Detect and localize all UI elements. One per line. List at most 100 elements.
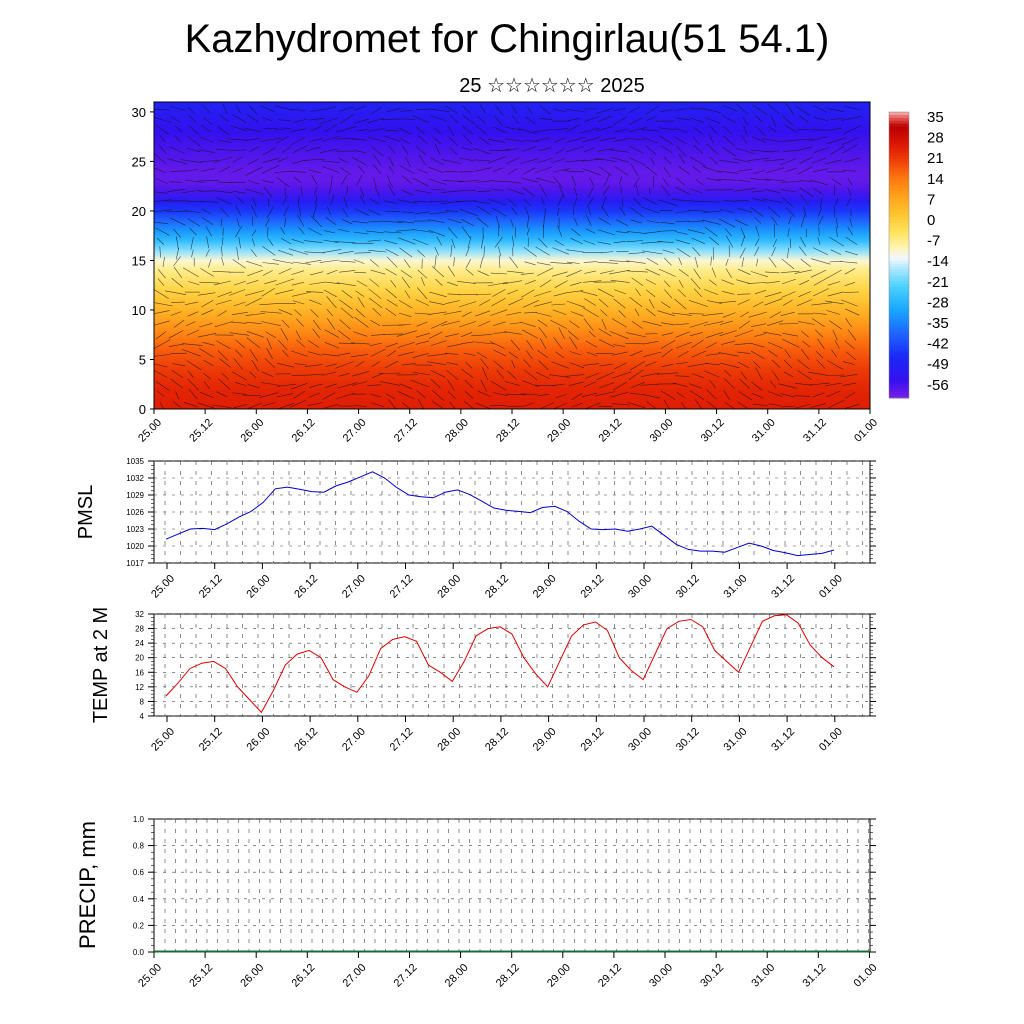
colorbar-step bbox=[889, 333, 909, 338]
wind-vector bbox=[690, 117, 704, 123]
wind-vector bbox=[367, 239, 382, 242]
colorbar-step bbox=[889, 278, 909, 282]
wind-vector bbox=[540, 196, 545, 206]
wind-vector bbox=[687, 229, 705, 234]
wind-vector bbox=[674, 136, 687, 145]
wind-vector bbox=[829, 145, 845, 155]
wind-vector bbox=[504, 381, 520, 386]
wind-vector bbox=[186, 329, 200, 336]
wind-vector bbox=[169, 105, 185, 111]
colorbar-step bbox=[889, 126, 909, 130]
wind-vector bbox=[427, 219, 445, 223]
wind-vector bbox=[569, 336, 578, 349]
wind-vector bbox=[778, 383, 798, 389]
wind-vector bbox=[693, 268, 701, 280]
wind-vector bbox=[533, 129, 554, 133]
wind-vector bbox=[488, 139, 506, 143]
colorbar-label: -21 bbox=[927, 274, 949, 291]
wind-vector bbox=[230, 125, 248, 132]
wind-vector bbox=[522, 329, 539, 339]
wind-vector bbox=[558, 185, 565, 198]
wind-vector bbox=[613, 139, 626, 142]
wind-vector bbox=[571, 228, 581, 237]
wind-vector bbox=[262, 402, 276, 407]
wind-vector bbox=[447, 293, 461, 295]
wind-vector bbox=[629, 297, 643, 307]
wind-vector bbox=[182, 189, 202, 193]
wind-vector bbox=[771, 216, 778, 226]
wind-vector bbox=[232, 392, 248, 395]
wind-vector bbox=[781, 115, 794, 126]
y-tick-label: 5 bbox=[139, 352, 146, 367]
wind-vector bbox=[388, 156, 395, 167]
wind-vector bbox=[782, 332, 799, 337]
wind-vector bbox=[448, 136, 459, 147]
wind-vector bbox=[675, 177, 685, 186]
wind-vector bbox=[708, 279, 717, 286]
wind-vector bbox=[844, 105, 861, 111]
wind-vector bbox=[335, 361, 354, 369]
wind-vector bbox=[307, 402, 323, 406]
wind-vector bbox=[445, 210, 459, 212]
wind-vector bbox=[264, 280, 277, 285]
wind-vector bbox=[705, 363, 721, 366]
wind-vector bbox=[154, 199, 172, 203]
wind-vector bbox=[184, 210, 201, 213]
colorbar-step bbox=[889, 237, 909, 241]
wind-vector bbox=[797, 370, 812, 381]
wind-vector bbox=[734, 188, 756, 192]
wind-vector bbox=[229, 332, 250, 336]
wind-vector bbox=[678, 280, 684, 288]
wind-vector bbox=[175, 391, 179, 400]
wind-vector bbox=[464, 379, 474, 389]
wind-vector bbox=[493, 349, 507, 357]
wind-vector bbox=[221, 372, 229, 380]
x-tick-label: 30.00 bbox=[626, 573, 654, 601]
wind-vector bbox=[539, 183, 547, 197]
wind-vector bbox=[601, 251, 614, 254]
wind-vector bbox=[768, 403, 781, 406]
wind-vector bbox=[214, 321, 233, 328]
wind-vector bbox=[678, 268, 689, 277]
wind-vector bbox=[724, 369, 732, 377]
wind-vector bbox=[168, 343, 185, 347]
wind-vector bbox=[815, 350, 824, 359]
wind-vector bbox=[352, 371, 370, 377]
wind-vector bbox=[496, 370, 505, 379]
x-tick-label: 31.12 bbox=[769, 573, 797, 601]
wind-vector bbox=[233, 358, 244, 371]
wind-vector bbox=[721, 279, 735, 285]
wind-vector bbox=[677, 351, 689, 358]
wind-vector bbox=[276, 135, 289, 144]
wind-vector bbox=[554, 239, 564, 246]
wind-vector bbox=[379, 381, 401, 386]
wind-vector bbox=[844, 157, 861, 163]
wind-vector bbox=[690, 332, 703, 337]
colorbar-step bbox=[889, 193, 909, 198]
wind-vector bbox=[319, 117, 339, 125]
wind-vector bbox=[217, 181, 232, 184]
wind-vector bbox=[247, 159, 259, 165]
wind-vector bbox=[262, 270, 273, 276]
wind-vector bbox=[583, 240, 596, 245]
wind-vector bbox=[446, 362, 459, 366]
wind-vector bbox=[355, 290, 364, 297]
wind-vector bbox=[350, 354, 368, 358]
wind-vector bbox=[235, 349, 243, 358]
wind-vector bbox=[357, 296, 365, 308]
wind-vector bbox=[640, 372, 660, 377]
wind-vector bbox=[597, 229, 616, 236]
wind-vector bbox=[771, 370, 780, 381]
colorbar-step bbox=[889, 132, 909, 136]
wind-vector bbox=[340, 307, 354, 319]
wind-vector bbox=[154, 339, 171, 349]
wind-vector bbox=[338, 250, 354, 255]
wind-vector bbox=[834, 340, 840, 349]
wind-vector bbox=[475, 402, 493, 409]
wind-vector bbox=[245, 138, 260, 141]
wind-vector bbox=[771, 246, 776, 257]
wind-vector bbox=[709, 236, 720, 246]
wind-vector bbox=[491, 297, 506, 307]
wind-vector bbox=[201, 309, 214, 316]
wind-vector bbox=[800, 194, 809, 206]
